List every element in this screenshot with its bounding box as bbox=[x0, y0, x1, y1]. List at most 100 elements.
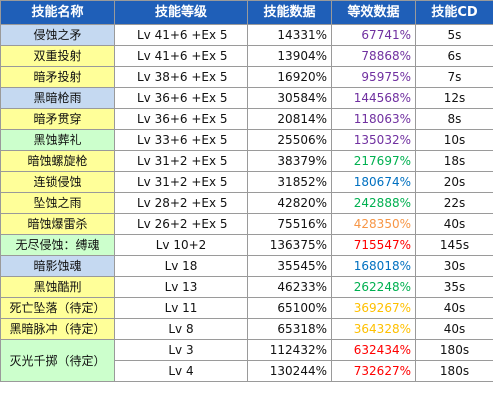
table-row: 暗蚀螺旋枪 Lv 31+2 +Ex 5 38379% 217697% 18s bbox=[0, 150, 493, 172]
skill-data-cell[interactable]: 38379% bbox=[247, 150, 332, 172]
skill-name-cell[interactable]: 暗影蚀魂 bbox=[0, 255, 115, 277]
header-skill-level[interactable]: 技能等级 bbox=[114, 0, 248, 25]
skill-data-cell[interactable]: 46233% bbox=[247, 276, 332, 298]
skill-name-cell[interactable]: 暗蚀爆雷杀 bbox=[0, 213, 115, 235]
equiv-data-cell[interactable]: 78868% bbox=[331, 45, 416, 67]
equiv-data-cell[interactable]: 95975% bbox=[331, 66, 416, 88]
skill-name-cell[interactable]: 暗蚀螺旋枪 bbox=[0, 150, 115, 172]
skill-level-cell[interactable]: Lv 13 bbox=[114, 276, 248, 298]
skill-name-cell[interactable]: 双重投射 bbox=[0, 45, 115, 67]
skill-cd-cell[interactable]: 12s bbox=[415, 87, 493, 109]
skill-data-cell[interactable]: 112432% bbox=[247, 339, 332, 361]
skill-data-cell[interactable]: 25506% bbox=[247, 129, 332, 151]
skill-data-cell[interactable]: 14331% bbox=[247, 24, 332, 46]
skill-cd-cell[interactable]: 40s bbox=[415, 213, 493, 235]
equiv-data-cell[interactable]: 428350% bbox=[331, 213, 416, 235]
table-row: Lv 4 130244% 732627% 180s bbox=[1, 360, 493, 382]
skill-cd-cell[interactable]: 22s bbox=[415, 192, 493, 214]
equiv-data-cell[interactable]: 118063% bbox=[331, 108, 416, 130]
skill-level-cell[interactable]: Lv 3 bbox=[114, 339, 248, 361]
skill-level-cell[interactable]: Lv 31+2 +Ex 5 bbox=[114, 150, 248, 172]
skill-name-cell[interactable]: 灭光千掷（待定） bbox=[0, 339, 115, 382]
skill-cd-cell[interactable]: 10s bbox=[415, 129, 493, 151]
table-row: 死亡坠落（待定） Lv 11 65100% 369267% 40s bbox=[0, 297, 493, 319]
skill-name-cell[interactable]: 连锁侵蚀 bbox=[0, 171, 115, 193]
skill-cd-cell[interactable]: 40s bbox=[415, 318, 493, 340]
skill-level-cell[interactable]: Lv 18 bbox=[114, 255, 248, 277]
skill-cd-cell[interactable]: 35s bbox=[415, 276, 493, 298]
skill-level-cell[interactable]: Lv 41+6 +Ex 5 bbox=[114, 24, 248, 46]
skill-cd-cell[interactable]: 180s bbox=[415, 360, 493, 382]
skill-cd-cell[interactable]: 145s bbox=[415, 234, 493, 256]
table-row: 灭光千掷（待定） Lv 3 112432% 632434% 180s bbox=[0, 339, 493, 382]
skill-level-cell[interactable]: Lv 26+2 +Ex 5 bbox=[114, 213, 248, 235]
table-row: 黑蚀葬礼 Lv 33+6 +Ex 5 25506% 135032% 10s bbox=[0, 129, 493, 151]
skill-cd-cell[interactable]: 20s bbox=[415, 171, 493, 193]
header-skill-name[interactable]: 技能名称 bbox=[0, 0, 115, 25]
table-row: 黑暗枪雨 Lv 36+6 +Ex 5 30584% 144568% 12s bbox=[0, 87, 493, 109]
equiv-data-cell[interactable]: 144568% bbox=[331, 87, 416, 109]
skill-data-cell[interactable]: 35545% bbox=[247, 255, 332, 277]
skill-data-cell[interactable]: 136375% bbox=[247, 234, 332, 256]
skill-name-cell[interactable]: 暗矛投射 bbox=[0, 66, 115, 88]
skill-cd-cell[interactable]: 30s bbox=[415, 255, 493, 277]
equiv-data-cell[interactable]: 217697% bbox=[331, 150, 416, 172]
skill-level-cell[interactable]: Lv 36+6 +Ex 5 bbox=[114, 87, 248, 109]
skill-cd-cell[interactable]: 8s bbox=[415, 108, 493, 130]
skill-name-cell[interactable]: 侵蚀之矛 bbox=[0, 24, 115, 46]
skill-level-cell[interactable]: Lv 38+6 +Ex 5 bbox=[114, 66, 248, 88]
skill-name-cell[interactable]: 坠蚀之雨 bbox=[0, 192, 115, 214]
equiv-data-cell[interactable]: 369267% bbox=[331, 297, 416, 319]
skill-data-cell[interactable]: 130244% bbox=[247, 360, 332, 382]
skill-data-cell[interactable]: 16920% bbox=[247, 66, 332, 88]
skill-name-cell[interactable]: 黑暗枪雨 bbox=[0, 87, 115, 109]
skill-data-cell[interactable]: 13904% bbox=[247, 45, 332, 67]
skill-data-cell[interactable]: 65318% bbox=[247, 318, 332, 340]
equiv-data-cell[interactable]: 632434% bbox=[331, 339, 416, 361]
skill-cd-cell[interactable]: 7s bbox=[415, 66, 493, 88]
header-equiv-data[interactable]: 等效数据 bbox=[331, 0, 416, 25]
skill-level-cell[interactable]: Lv 10+2 bbox=[114, 234, 248, 256]
table-row: 黑蚀酷刑 Lv 13 46233% 262248% 35s bbox=[0, 276, 493, 298]
equiv-data-cell[interactable]: 67741% bbox=[331, 24, 416, 46]
skill-name-cell[interactable]: 无尽侵蚀：缚魂 bbox=[0, 234, 115, 256]
skill-cd-cell[interactable]: 18s bbox=[415, 150, 493, 172]
equiv-data-cell[interactable]: 180674% bbox=[331, 171, 416, 193]
skill-level-cell[interactable]: Lv 4 bbox=[114, 360, 248, 382]
skill-cd-cell[interactable]: 6s bbox=[415, 45, 493, 67]
table-row: 暗影蚀魂 Lv 18 35545% 168018% 30s bbox=[0, 255, 493, 277]
skill-level-cell[interactable]: Lv 11 bbox=[114, 297, 248, 319]
skill-data-cell[interactable]: 30584% bbox=[247, 87, 332, 109]
table-row: 坠蚀之雨 Lv 28+2 +Ex 5 42820% 242888% 22s bbox=[0, 192, 493, 214]
skill-data-cell[interactable]: 20814% bbox=[247, 108, 332, 130]
skill-cd-cell[interactable]: 40s bbox=[415, 297, 493, 319]
skill-name-cell[interactable]: 黑蚀酷刑 bbox=[0, 276, 115, 298]
skill-data-cell[interactable]: 31852% bbox=[247, 171, 332, 193]
skill-level-cell[interactable]: Lv 31+2 +Ex 5 bbox=[114, 171, 248, 193]
equiv-data-cell[interactable]: 168018% bbox=[331, 255, 416, 277]
equiv-data-cell[interactable]: 715547% bbox=[331, 234, 416, 256]
skill-name-cell[interactable]: 暗矛贯穿 bbox=[0, 108, 115, 130]
skill-level-cell[interactable]: Lv 28+2 +Ex 5 bbox=[114, 192, 248, 214]
skill-level-cell[interactable]: Lv 33+6 +Ex 5 bbox=[114, 129, 248, 151]
header-skill-data[interactable]: 技能数据 bbox=[247, 0, 332, 25]
equiv-data-cell[interactable]: 135032% bbox=[331, 129, 416, 151]
skill-name-cell[interactable]: 黑暗脉冲（待定） bbox=[0, 318, 115, 340]
skill-cd-cell[interactable]: 180s bbox=[415, 339, 493, 361]
skill-level-cell[interactable]: Lv 8 bbox=[114, 318, 248, 340]
equiv-data-cell[interactable]: 242888% bbox=[331, 192, 416, 214]
equiv-data-cell[interactable]: 732627% bbox=[331, 360, 416, 382]
skill-name-cell[interactable]: 死亡坠落（待定） bbox=[0, 297, 115, 319]
equiv-data-cell[interactable]: 262248% bbox=[331, 276, 416, 298]
equiv-data-cell[interactable]: 364328% bbox=[331, 318, 416, 340]
skill-level-cell[interactable]: Lv 41+6 +Ex 5 bbox=[114, 45, 248, 67]
table-row: 暗矛投射 Lv 38+6 +Ex 5 16920% 95975% 7s bbox=[0, 66, 493, 88]
skill-cd-cell[interactable]: 5s bbox=[415, 24, 493, 46]
skill-data-cell[interactable]: 65100% bbox=[247, 297, 332, 319]
header-skill-cd[interactable]: 技能CD bbox=[415, 0, 493, 25]
skill-data-cell[interactable]: 75516% bbox=[247, 213, 332, 235]
skill-data-cell[interactable]: 42820% bbox=[247, 192, 332, 214]
skill-name-cell[interactable]: 黑蚀葬礼 bbox=[0, 129, 115, 151]
skill-level-cell[interactable]: Lv 36+6 +Ex 5 bbox=[114, 108, 248, 130]
